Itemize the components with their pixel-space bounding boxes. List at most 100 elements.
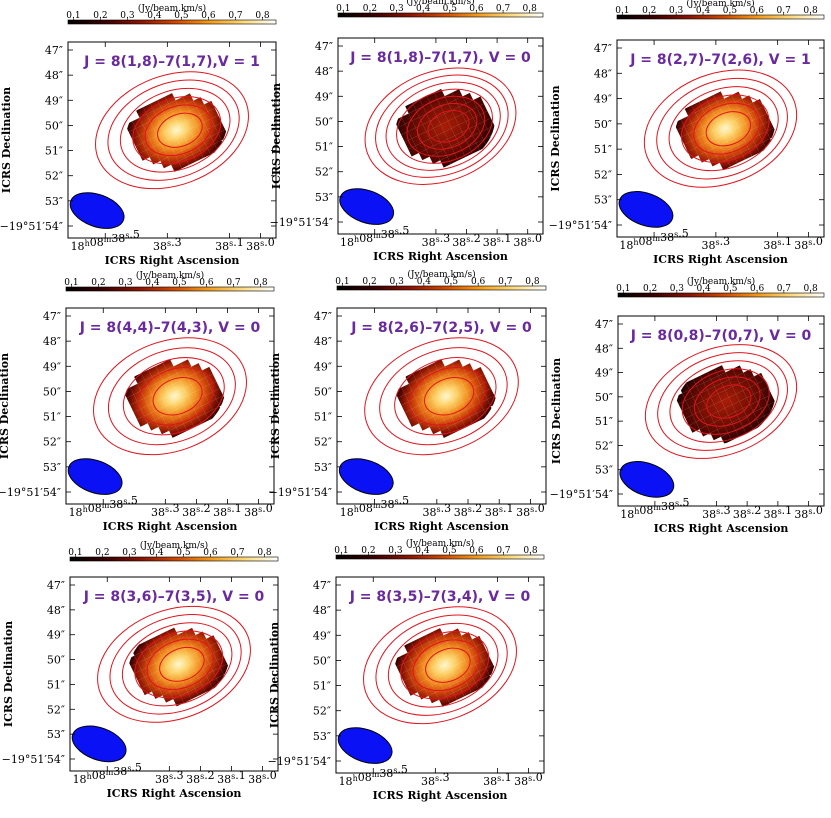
ra-tick-label: 38s.1	[213, 502, 242, 519]
dec-tick-label: −19°51′54″	[0, 486, 61, 499]
contour-level-2	[107, 347, 236, 446]
colorbar-tick-label: 0.6	[201, 11, 216, 21]
contour-level-4	[409, 367, 486, 426]
colorbar-tick-label: 0.7	[777, 284, 792, 294]
dec-tick-label: 51″	[43, 411, 61, 424]
x-axis-label: ICRS Right Ascension	[373, 789, 508, 802]
colorbar-tick-label: 0.7	[496, 4, 511, 14]
x-axis-label: ICRS Right Ascension	[653, 253, 788, 266]
contour-level-5	[693, 376, 761, 427]
colorbar-tick-label: 0.2	[91, 278, 105, 288]
contour-level-6	[157, 112, 203, 148]
dec-tick-label: 53″	[43, 461, 61, 474]
ra-tick-label: 18h08m38s.5	[339, 763, 408, 788]
colorbar	[335, 554, 545, 560]
y-axis-label: ICRS Declination	[268, 622, 281, 728]
ra-tick-label: 38s.3	[151, 502, 180, 519]
y-axis-label: ICRS Declination	[2, 621, 15, 727]
y-axis-label: ICRS Declination	[550, 358, 563, 464]
contour-level-3	[387, 622, 499, 708]
contour-level-4	[137, 367, 214, 426]
contour-level-2	[107, 79, 240, 181]
ra-tick-label: 18h08m38s.5	[340, 494, 409, 519]
dec-tick-label: 52″	[314, 436, 332, 449]
colorbar-tick-label: 0.6	[471, 277, 486, 287]
colorbar-tick-label: 0.5	[442, 546, 457, 556]
contour-level-5	[144, 104, 212, 157]
panel-title: J = 8(2,7)–7(2,6), V = 1	[629, 52, 811, 68]
y-axis-label: ICRS Declination	[0, 353, 11, 459]
colorbar-tick-label: 0.8	[257, 548, 272, 558]
colorbar-tick-label: 0.8	[255, 11, 270, 21]
colorbar-tick-label: 0.5	[174, 11, 189, 21]
dec-tick-label: 49″	[315, 90, 333, 103]
colorbar-tick-label: 0.4	[696, 6, 711, 16]
colorbar-tick-label: 0.6	[750, 284, 765, 294]
contour-level-1	[95, 71, 249, 190]
dec-tick-label: 53″	[594, 194, 612, 207]
colorbar	[617, 292, 825, 298]
dec-tick-label: 50″	[314, 385, 332, 398]
contour-level-4	[680, 94, 770, 163]
colorbar-tick-label: 0.5	[723, 284, 738, 294]
dec-tick-label: 48″	[595, 342, 613, 355]
ra-tick-label: 38s.2	[454, 502, 483, 519]
contour-level-1	[93, 337, 247, 456]
dec-tick-label: 49″	[47, 629, 65, 642]
x-axis-label: ICRS Right Ascension	[373, 250, 508, 263]
dec-tick-label: 53″	[47, 728, 65, 741]
contour-level-3	[669, 360, 779, 443]
colorbar-tick-label: 0.2	[643, 284, 657, 294]
panel-1: (Jy/beam.km/s) 0.1 0.2 0.3 0.4 0.5 0.6 0.7 0.8 J …	[0, 3, 277, 267]
x-axis-label: ICRS Right Ascension	[105, 254, 240, 267]
dec-tick-label: 50″	[313, 654, 331, 667]
ra-tick-label: 38s.0	[248, 769, 277, 786]
colorbar-tick-label: 0.3	[388, 546, 403, 556]
contour-level-3	[122, 357, 225, 436]
dec-tick-label: 51″	[594, 143, 612, 156]
ra-tick-label: 38s.0	[794, 504, 823, 521]
colorbar-label: (Jy/beam.km/s)	[140, 540, 208, 551]
emission-map	[123, 359, 226, 438]
dec-tick-label: 52″	[315, 166, 333, 179]
dec-tick-label: 49″	[314, 360, 332, 373]
dec-tick-label: 49″	[594, 93, 612, 106]
ra-tick-label: 38s.0	[246, 236, 275, 253]
dec-tick-label: −19°51′54″	[269, 486, 332, 499]
y-axis-label: ICRS Declination	[270, 83, 283, 189]
dec-tick-label: 53″	[314, 461, 332, 474]
ra-tick-label: 38s.2	[186, 769, 215, 786]
dec-tick-label: 49″	[313, 629, 331, 642]
contour-level-7	[427, 109, 470, 143]
contour-level-1	[364, 67, 517, 185]
panel-6: (Jy/beam.km/s) 0.1 0.2 0.3 0.4 0.5 0.6 0.7 0.8 J …	[550, 276, 825, 535]
contour-level-6	[417, 102, 478, 150]
contour-level-4	[134, 630, 224, 699]
dec-tick-label: 52″	[594, 168, 612, 181]
colorbar-tick-label: 0.8	[803, 6, 818, 16]
colorbar	[69, 556, 279, 562]
colorbar-label: (Jy/beam.km/s)	[406, 0, 474, 7]
x-axis-label: ICRS Right Ascension	[103, 520, 238, 533]
dec-tick-label: 48″	[313, 604, 331, 617]
colorbar-label: (Jy/beam.km/s)	[406, 538, 474, 549]
colorbar-tick-label: 0.8	[523, 4, 538, 14]
panel-title: J = 8(4,4)–7(4,3), V = 0	[79, 320, 261, 336]
dec-tick-label: 47″	[314, 310, 332, 323]
colorbar-tick-label: 0.3	[669, 6, 684, 16]
colorbar-tick-label: 0.1	[64, 278, 78, 288]
colorbar-tick-label: 0.8	[523, 546, 538, 556]
contour-level-3	[668, 86, 779, 172]
colorbar-tick-label: 0.5	[444, 277, 459, 287]
contour-level-5	[406, 95, 486, 157]
contour-level-3	[121, 622, 233, 707]
dec-tick-label: 52″	[47, 703, 65, 716]
ra-tick-label: 38s.3	[702, 235, 731, 252]
dec-tick-label: 47″	[313, 579, 331, 592]
colorbar-tick-label: 0.5	[176, 548, 191, 558]
contour-level-2	[656, 77, 788, 180]
panel-title: J = 8(1,8)–7(1,7), V = 0	[349, 50, 531, 66]
colorbar	[616, 14, 825, 20]
dec-tick-label: −19°51′54″	[550, 488, 613, 501]
panel-title: J = 8(3,5)–7(3,4), V = 0	[349, 589, 531, 605]
